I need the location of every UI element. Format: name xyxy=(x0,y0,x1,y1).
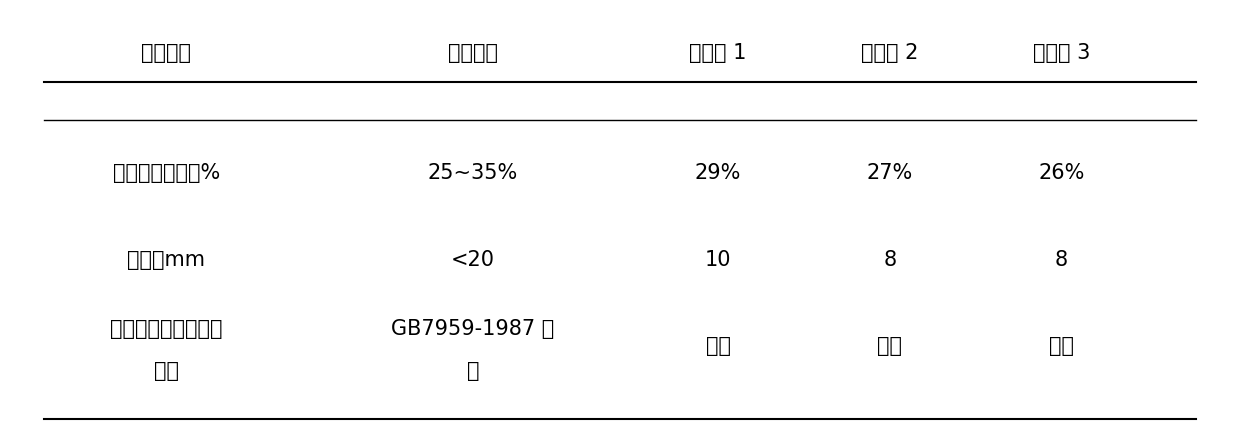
Text: 符合: 符合 xyxy=(877,335,903,355)
Text: GB7959-1987 规: GB7959-1987 规 xyxy=(392,319,554,339)
Text: 速率: 速率 xyxy=(154,360,179,380)
Text: 符合: 符合 xyxy=(1049,335,1074,355)
Text: 粒径，mm: 粒径，mm xyxy=(128,249,206,269)
Text: 27%: 27% xyxy=(867,163,913,183)
Text: 25~35%: 25~35% xyxy=(428,163,518,183)
Text: 检测项目: 检测项目 xyxy=(141,43,191,63)
Text: 10: 10 xyxy=(704,249,732,269)
Text: 无害化卫生标准好氧: 无害化卫生标准好氧 xyxy=(110,319,223,339)
Text: 定: 定 xyxy=(466,360,479,380)
Text: 实施例 1: 实施例 1 xyxy=(689,43,746,63)
Text: 29%: 29% xyxy=(694,163,742,183)
Text: 技术指标: 技术指标 xyxy=(448,43,498,63)
Text: 实施例 2: 实施例 2 xyxy=(861,43,919,63)
Text: 26%: 26% xyxy=(1038,163,1085,183)
Text: 8: 8 xyxy=(883,249,897,269)
Text: 水分质量分数，%: 水分质量分数，% xyxy=(113,163,219,183)
Text: 8: 8 xyxy=(1055,249,1068,269)
Text: 实施例 3: 实施例 3 xyxy=(1033,43,1090,63)
Text: 符合: 符合 xyxy=(706,335,730,355)
Text: <20: <20 xyxy=(451,249,495,269)
